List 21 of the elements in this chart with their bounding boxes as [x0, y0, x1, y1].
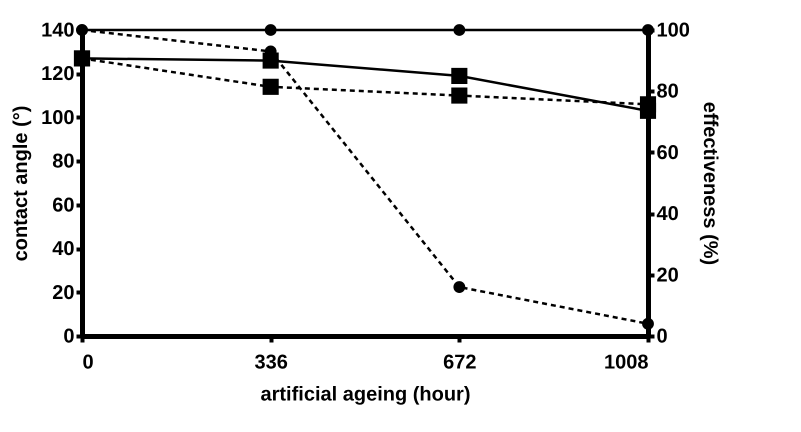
y2-tick-label: 80: [656, 80, 679, 103]
y-tick-label: 100: [41, 106, 74, 129]
y-tick-label: 20: [52, 282, 74, 304]
y2-tick-label: 0: [656, 326, 668, 348]
y-tick-label: 60: [52, 194, 74, 216]
x-tick-label: 0: [82, 352, 94, 374]
y-tick-label: 80: [52, 150, 74, 173]
y2-tick-label: 60: [656, 142, 679, 164]
y-tick-label: 120: [41, 63, 74, 86]
y2-tick-label: 40: [656, 203, 679, 226]
y-tick-label: 40: [52, 238, 74, 260]
x-tick-label: 1008: [604, 352, 648, 374]
x-axis-title: artificial ageing (hour): [260, 384, 471, 406]
y2-tick-label: 100: [656, 20, 690, 42]
y-tick-label: 140: [41, 20, 74, 42]
y2-tick-label: 20: [656, 264, 679, 286]
x-tick-label: 672: [443, 352, 477, 374]
x-tick-label: 336: [254, 352, 288, 374]
y-axis-title: contact angle (°): [10, 106, 32, 262]
y-tick-label: 0: [63, 326, 74, 348]
y2-axis-title: effectiveness (%): [698, 102, 721, 266]
